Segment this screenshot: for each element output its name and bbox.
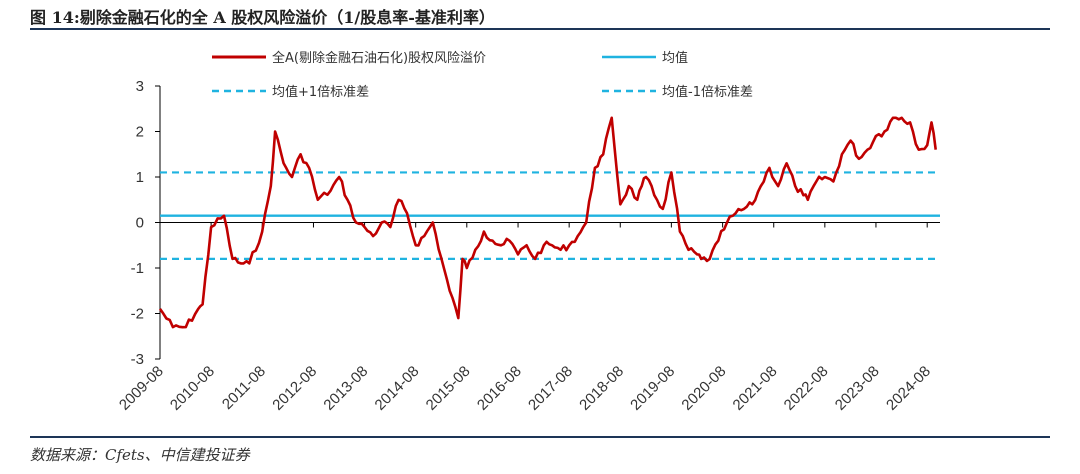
series-line-erp bbox=[158, 116, 937, 329]
y-tick-label: 2 bbox=[136, 124, 144, 141]
bottom-rule bbox=[30, 436, 1050, 438]
chart-title: 图 14:剔除金融石化的全 A 股权风险溢价（1/股息率-基准利率） bbox=[30, 8, 495, 27]
x-tick-label: 2017-08 bbox=[525, 363, 576, 414]
legend-label-4: 均值-1倍标准差 bbox=[662, 84, 753, 100]
y-tick-label: -1 bbox=[131, 260, 144, 277]
x-tick-label: 2022-08 bbox=[781, 363, 832, 414]
y-tick-label: 1 bbox=[136, 169, 144, 186]
legend-label-1: 全A(剔除金融石油石化)股权风险溢价 bbox=[272, 50, 486, 66]
y-tick-label: 3 bbox=[136, 78, 144, 95]
top-rule bbox=[30, 28, 1050, 30]
y-tick-label: -2 bbox=[131, 306, 144, 323]
x-tick-label: 2020-08 bbox=[678, 363, 729, 414]
legend-label-3: 均值+1倍标准差 bbox=[272, 84, 369, 100]
x-tick-label: 2023-08 bbox=[832, 363, 883, 414]
x-tick-label: 2015-08 bbox=[423, 363, 474, 414]
y-tick-label: 0 bbox=[136, 215, 144, 232]
y-tick-label: -3 bbox=[131, 351, 144, 368]
x-tick-label: 2009-08 bbox=[116, 363, 167, 414]
x-tick-label: 2011-08 bbox=[219, 363, 269, 413]
legend-label-2: 均值 bbox=[662, 50, 688, 66]
x-tick-label: 2013-08 bbox=[320, 363, 371, 414]
x-tick-label: 2012-08 bbox=[269, 363, 320, 414]
x-tick-label: 2016-08 bbox=[474, 363, 525, 414]
x-tick-label: 2014-08 bbox=[372, 363, 423, 414]
x-tick-label: 2010-08 bbox=[167, 363, 218, 414]
x-tick-label: 2019-08 bbox=[627, 363, 678, 414]
x-tick-label: 2021-08 bbox=[730, 363, 781, 414]
x-tick-label: 2024-08 bbox=[883, 363, 934, 414]
source-note: 数据来源：Cfets、中信建投证券 bbox=[30, 446, 250, 464]
x-tick-label: 2018-08 bbox=[576, 363, 627, 414]
